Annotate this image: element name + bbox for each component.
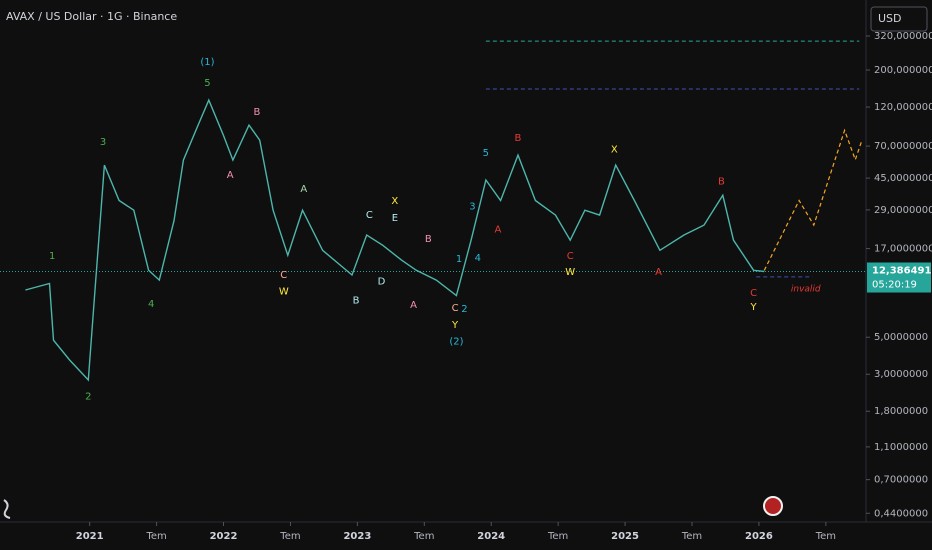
wave-label: W: [279, 287, 289, 298]
wave-label: A: [227, 170, 234, 181]
x-tick-label: Tem: [279, 531, 300, 542]
currency-label[interactable]: USD: [878, 12, 902, 25]
y-tick-label: 0,7000000: [874, 475, 928, 486]
wave-label: A: [494, 224, 501, 235]
wave-label: 1: [456, 254, 462, 265]
x-tick-label: Tem: [547, 531, 568, 542]
wave-label: 1: [49, 251, 55, 262]
y-tick-label: 29,0000000: [874, 205, 932, 216]
x-tick-label: Tem: [413, 531, 434, 542]
logo[interactable]: [3, 499, 11, 519]
y-tick-label: 70,0000000: [874, 141, 932, 152]
wave-label: Y: [451, 320, 459, 331]
x-tick-label: 2024: [477, 531, 505, 542]
wave-label: 5: [483, 148, 489, 159]
wave-label: B: [254, 107, 261, 118]
wave-label: invalid: [791, 285, 821, 295]
wave-label: 4: [148, 299, 154, 310]
wave-label: B: [718, 176, 725, 187]
x-tick-label: Tem: [681, 531, 702, 542]
wave-label: B: [353, 296, 360, 307]
wave-label: C: [280, 270, 287, 281]
wave-label: C: [452, 303, 459, 314]
chart-title: AVAX / US Dollar · 1G · Binance: [6, 10, 177, 23]
price-badge: [867, 262, 931, 293]
y-tick-label: 45,0000000: [874, 173, 932, 184]
wave-label: Y: [750, 302, 758, 313]
wave-label: B: [515, 133, 522, 144]
x-tick-label: Tem: [815, 531, 836, 542]
wave-label: E: [392, 213, 398, 224]
wave-label: B: [425, 234, 432, 245]
wave-label: C: [567, 251, 574, 262]
y-tick-label: 17,0000000: [874, 244, 932, 255]
wave-label: 3: [100, 137, 106, 148]
x-tick-label: 2022: [210, 531, 238, 542]
wave-label: X: [391, 196, 398, 207]
wave-label: 3: [469, 201, 475, 212]
y-tick-label: 5,0000000: [874, 332, 928, 343]
price-badge-label: 12,3864918: [872, 266, 932, 277]
wave-label: C: [366, 210, 373, 221]
currency-button[interactable]: [870, 6, 928, 32]
wave-label: (2): [449, 337, 463, 348]
y-tick-label: 1,8000000: [874, 406, 928, 417]
flag-icon[interactable]: [763, 496, 783, 516]
y-tick-label: 1,1000000: [874, 442, 928, 453]
wave-label: A: [300, 184, 307, 195]
y-tick-label: 3,0000000: [874, 369, 928, 380]
wave-label: (1): [200, 57, 214, 68]
y-tick-label: 200,0000000: [874, 65, 932, 76]
countdown: 05:20:19: [872, 280, 917, 291]
wave-label: 4: [475, 253, 481, 264]
price-line-series: [25, 98, 765, 382]
wave-label: A: [410, 300, 417, 311]
wave-label: D: [378, 276, 386, 287]
wave-label: 2: [85, 392, 91, 403]
x-tick-label: 2026: [745, 531, 773, 542]
y-tick-label: 320,0000000: [874, 31, 932, 42]
x-tick-label: 2023: [343, 531, 371, 542]
wave-label: W: [565, 267, 575, 278]
y-tick-label: 120,0000000: [874, 102, 932, 113]
wave-label: C: [750, 288, 757, 299]
wave-label: 2: [461, 304, 467, 315]
wave-label: A: [655, 267, 662, 278]
wave-label: 5: [204, 78, 210, 89]
x-tick-label: 2025: [611, 531, 639, 542]
y-tick-label: 0,4400000: [874, 508, 928, 519]
x-tick-label: 2021: [76, 531, 104, 542]
wave-label: X: [611, 144, 618, 155]
x-tick-label: Tem: [145, 531, 166, 542]
projection-line: [763, 128, 863, 271]
